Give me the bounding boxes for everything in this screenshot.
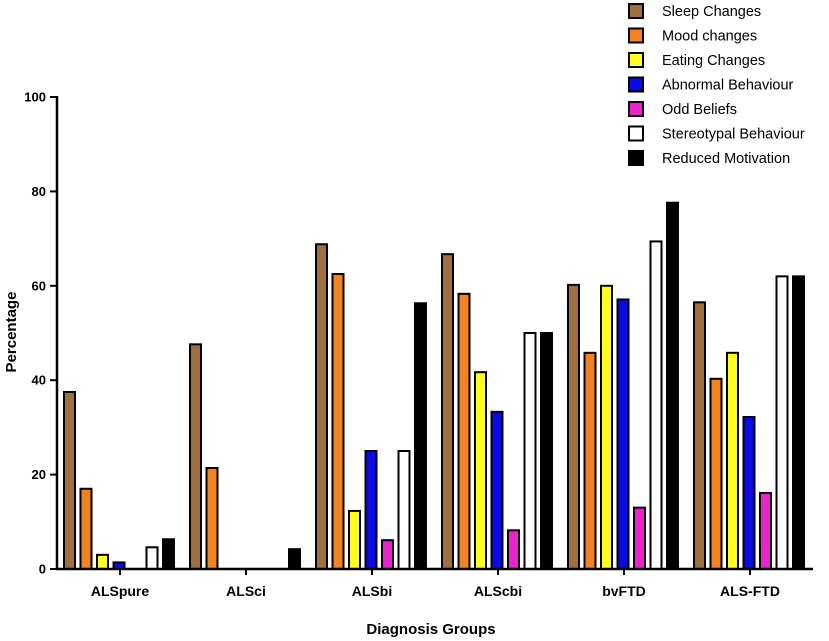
x-tick-label: ALSpure	[91, 583, 150, 599]
bar-alscbi-mood-changes	[457, 292, 471, 570]
y-tick-label: 80	[32, 184, 46, 199]
y-tick-label: 100	[24, 90, 46, 105]
bar-alsbi-eating-changes	[348, 509, 361, 570]
bar-als-ftd-odd-beliefs	[759, 492, 772, 570]
legend-swatch	[628, 150, 644, 166]
x-tick-label: ALS-FTD	[720, 583, 780, 599]
bar-bvftd-stereotypal-behaviour	[649, 240, 663, 570]
legend-swatch	[628, 52, 644, 68]
y-axis: 0 20 40 60 80 100	[24, 90, 59, 577]
bar-bvftd-reduced-motivation	[666, 201, 679, 570]
bar-bvftd-eating-changes	[600, 284, 613, 570]
bar-alsbi-reduced-motivation	[414, 302, 427, 570]
bar-bvftd-odd-beliefs	[633, 506, 646, 571]
y-axis-title: Percentage	[3, 292, 20, 373]
bar-alscbi-sleep-changes	[441, 253, 454, 570]
legend: Sleep Changes Mood changes Eating Changes A…	[628, 3, 805, 167]
bar-als-ftd-abnormal-behaviour	[742, 416, 756, 570]
bar-alsbi-mood-changes	[331, 273, 345, 570]
legend-label: Stereotypal Behaviour	[662, 127, 805, 143]
bar-alsbi-odd-beliefs	[381, 539, 394, 571]
bar-als-ftd-stereotypal-behaviour	[775, 275, 789, 570]
legend-label: Abnormal Behaviour	[662, 78, 794, 94]
bar-alscbi-abnormal-behaviour	[490, 410, 504, 570]
bar-alsci-sleep-changes	[189, 343, 202, 570]
bar-alspure-sleep-changes	[63, 391, 76, 570]
bar-bvftd-sleep-changes	[567, 283, 580, 570]
bar-alsbi-stereotypal-behaviour	[397, 450, 411, 570]
bar-alsci-mood-changes	[205, 466, 219, 571]
legend-label: Reduced Motivation	[662, 151, 790, 167]
bars-layer	[63, 201, 805, 571]
legend-label: Sleep Changes	[662, 4, 761, 20]
bar-als-ftd-mood-changes	[709, 377, 723, 570]
bar-bvftd-mood-changes	[583, 351, 597, 570]
legend-swatch	[628, 101, 644, 117]
bar-als-ftd-sleep-changes	[693, 301, 706, 570]
bar-alsci-reduced-motivation	[288, 548, 301, 571]
bar-alspure-stereotypal-behaviour	[145, 546, 159, 571]
x-tick-label: ALSci	[226, 583, 266, 599]
x-axis: ALSpure ALSci ALSbi ALScbi bvFTD ALS-FTD	[56, 567, 813, 599]
bar-alscbi-odd-beliefs	[507, 529, 520, 571]
legend-swatch	[628, 3, 644, 19]
y-tick-label: 60	[32, 278, 46, 293]
legend-label: Odd Beliefs	[662, 102, 737, 118]
bar-als-ftd-eating-changes	[726, 351, 739, 570]
y-tick-label: 0	[39, 562, 46, 577]
legend-swatch	[628, 76, 644, 93]
bar-alscbi-reduced-motivation	[540, 332, 553, 570]
y-tick-label: 20	[32, 467, 46, 482]
bar-alspure-reduced-motivation	[162, 538, 175, 570]
legend-swatch	[628, 27, 644, 44]
x-tick-label: ALSbi	[352, 583, 392, 599]
bar-alscbi-eating-changes	[474, 371, 487, 570]
legend-label: Mood changes	[662, 29, 757, 45]
x-tick-label: ALScbi	[474, 583, 522, 599]
bar-bvftd-abnormal-behaviour	[616, 298, 630, 570]
legend-swatch	[628, 125, 644, 142]
bar-alspure-mood-changes	[79, 487, 93, 571]
bar-als-ftd-reduced-motivation	[792, 275, 805, 570]
x-axis-title: Diagnosis Groups	[366, 621, 495, 638]
legend-label: Eating Changes	[662, 53, 765, 69]
y-tick-label: 40	[32, 373, 46, 388]
x-tick-label: bvFTD	[602, 583, 646, 599]
bar-alscbi-stereotypal-behaviour	[523, 332, 537, 570]
bar-alsbi-abnormal-behaviour	[364, 450, 378, 570]
bar-alsbi-sleep-changes	[315, 243, 328, 570]
bar-alspure-eating-changes	[96, 553, 109, 571]
